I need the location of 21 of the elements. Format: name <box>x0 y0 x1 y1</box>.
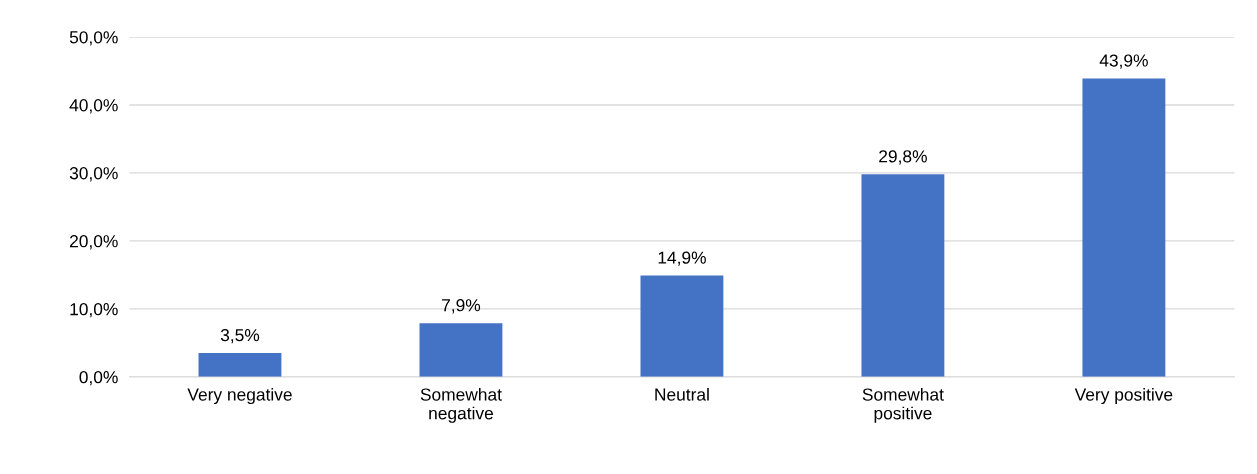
data-label: 29,8% <box>879 150 927 165</box>
data-label: 14,9% <box>658 251 706 266</box>
x-tick-label: Very positive <box>1074 387 1173 405</box>
data-label: 43,9% <box>1099 54 1148 69</box>
bar <box>640 275 724 377</box>
bar <box>861 174 945 377</box>
y-tick-label: 10,0% <box>70 303 118 318</box>
bar <box>198 353 282 377</box>
data-label: 7,9% <box>442 299 481 314</box>
y-tick-label: 30,0% <box>69 167 118 182</box>
data-label: 3,5% <box>220 328 260 344</box>
x-tick-label: Very negative <box>187 387 292 405</box>
y-tick-label: 50,0% <box>69 31 118 46</box>
y-tick-label: 20,0% <box>70 235 118 250</box>
x-tick-label: Neutral <box>655 387 709 401</box>
bar <box>1082 78 1166 377</box>
x-tick-label: Somewhat negative <box>420 387 502 423</box>
x-tick-label: Somewhat positive <box>862 387 944 423</box>
y-tick-label: 0,0% <box>79 371 118 386</box>
y-tick-label: 40,0% <box>69 99 118 114</box>
bar <box>419 323 503 377</box>
